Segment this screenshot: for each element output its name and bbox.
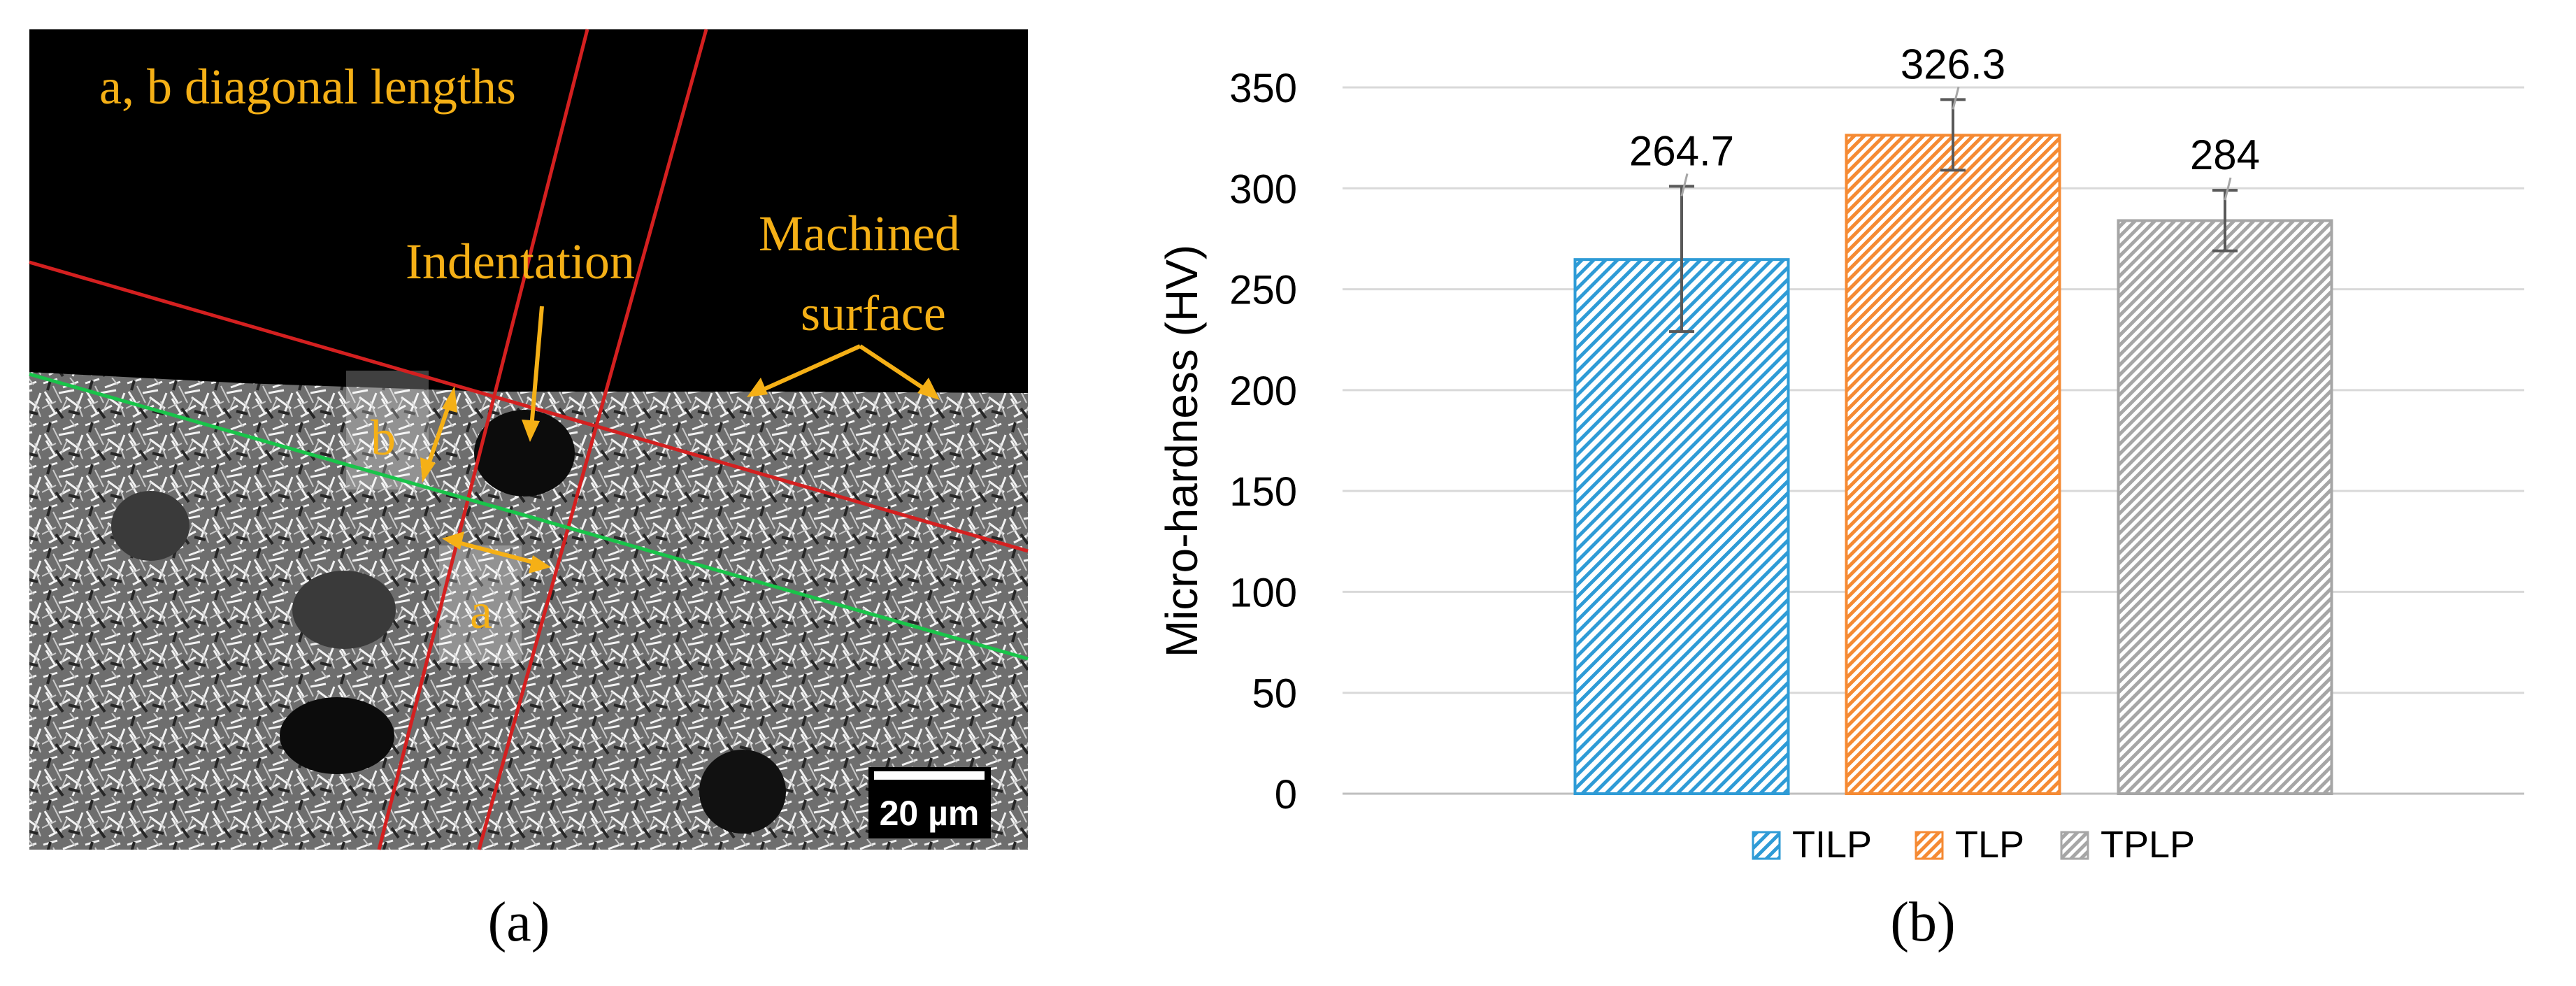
error-bar-tplp xyxy=(2212,189,2238,252)
indentation-label: Indentation xyxy=(406,234,635,290)
error-bars xyxy=(1669,98,2238,334)
scale-bar-label: 20 µm xyxy=(880,794,980,833)
dark-pore xyxy=(292,571,396,649)
y-tick-label: 100 xyxy=(1229,570,1297,615)
diagonal-b-label: b xyxy=(371,410,396,466)
legend-swatch-tlp xyxy=(1915,831,1944,860)
legend: TILP TLP TPLP xyxy=(1752,824,2195,866)
y-tick-label: 150 xyxy=(1229,469,1297,515)
dark-pore xyxy=(280,697,394,774)
legend-swatch-tplp xyxy=(2060,831,2089,860)
data-label-leader xyxy=(1680,173,1689,197)
machined-surface-arrows xyxy=(747,344,940,400)
bar-chart: 0 50 100 150 200 250 300 350 Micro-hardness (HV… xyxy=(1157,41,2524,953)
data-label-tlp: 326.3 xyxy=(1901,41,2005,87)
guide-line-green xyxy=(29,372,1029,661)
bar-tilp xyxy=(1573,258,1790,795)
legend-label-tilp: TILP xyxy=(1792,824,1872,866)
microstructure-region xyxy=(29,372,1028,850)
bar-tplp xyxy=(2117,219,2333,795)
data-label-tilp: 264.7 xyxy=(1629,127,1734,174)
diagonal-a-label: a xyxy=(470,583,492,639)
scale-bar: 20 µm xyxy=(868,767,991,838)
diagonal-a-arrow xyxy=(442,531,551,573)
bar-tlp xyxy=(1845,134,2061,796)
data-label-tplp: 284 xyxy=(2190,131,2260,178)
dark-pore xyxy=(111,491,189,561)
indentation-arrow xyxy=(522,306,544,442)
y-tick-label: 350 xyxy=(1229,66,1297,111)
guide-line-red xyxy=(477,29,708,850)
y-axis-label: Micro-hardness (HV) xyxy=(1157,245,1207,657)
guide-line-red xyxy=(29,260,1029,553)
data-labels: 264.7 326.3 284 xyxy=(1629,41,2260,201)
indentation-mark xyxy=(474,410,575,496)
y-tick-label: 200 xyxy=(1229,369,1297,414)
legend-swatch-tilp xyxy=(1752,831,1781,860)
guide-line-red xyxy=(377,29,589,850)
surface-label: surface xyxy=(801,285,946,341)
data-label-leader xyxy=(1952,86,1960,110)
y-tick-label: 50 xyxy=(1252,671,1297,717)
y-tick-label: 250 xyxy=(1229,268,1297,313)
legend-label-tlp: TLP xyxy=(1955,824,2024,866)
panel-b-caption: (b) xyxy=(1890,892,1955,953)
error-bar-tilp xyxy=(1669,185,1694,334)
dark-pore xyxy=(699,750,786,834)
micrograph-panel: a, b diagonal lengths Indentation Machin… xyxy=(29,29,1029,953)
data-label-leader xyxy=(2224,177,2232,201)
legend-label-tplp: TPLP xyxy=(2101,824,2195,866)
error-bar-tlp xyxy=(1940,98,1966,172)
machined-label: Machined xyxy=(759,206,960,262)
panel-a-caption: (a) xyxy=(488,892,550,953)
bars xyxy=(1573,134,2333,796)
y-tick-label: 300 xyxy=(1229,166,1297,212)
y-axis-tick-labels: 0 50 100 150 200 250 300 350 xyxy=(1229,66,1297,817)
diagonal-lengths-label: a, b diagonal lengths xyxy=(99,59,516,115)
diagonal-b-arrow xyxy=(420,386,457,483)
y-tick-label: 0 xyxy=(1275,772,1297,817)
